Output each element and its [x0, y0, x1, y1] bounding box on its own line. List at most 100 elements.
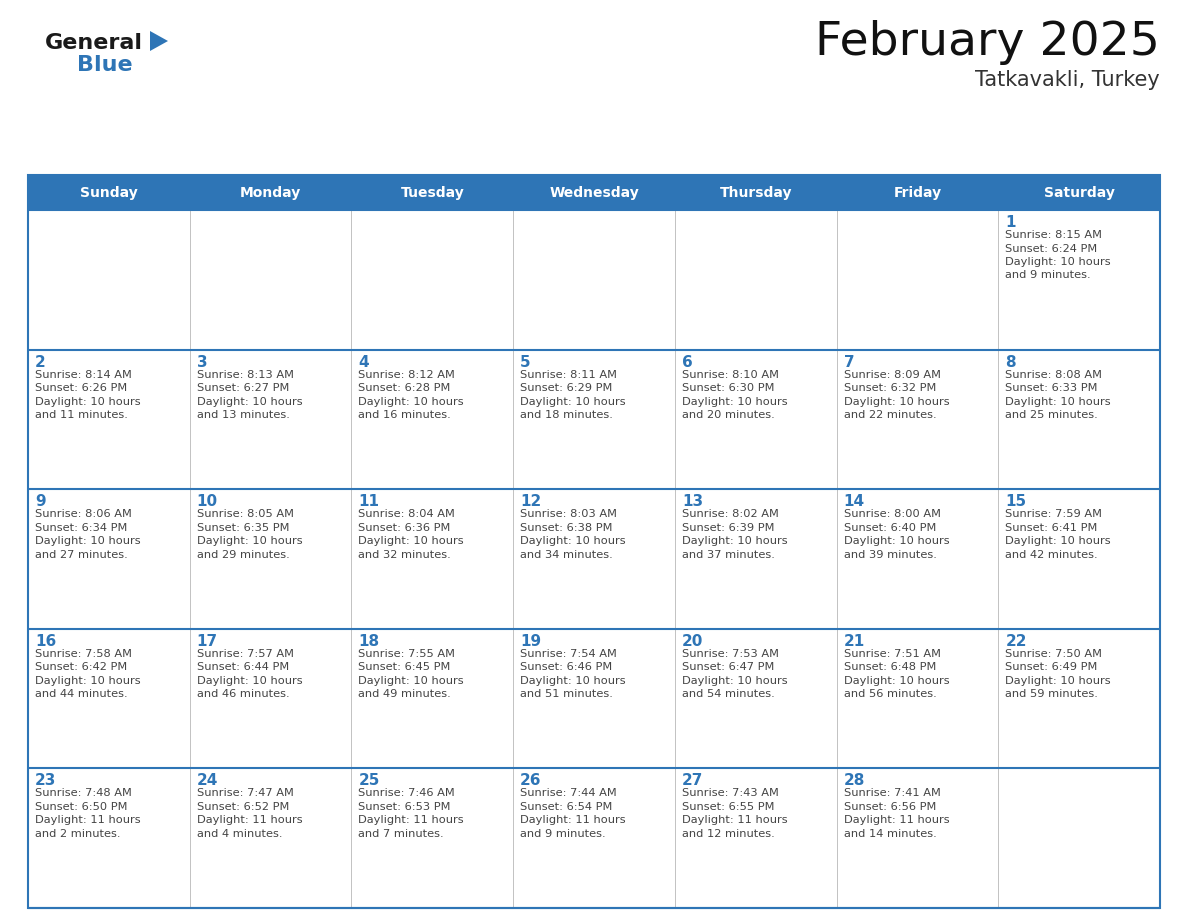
- Text: 2: 2: [34, 354, 46, 370]
- Text: and 9 minutes.: and 9 minutes.: [1005, 271, 1091, 281]
- Text: Daylight: 10 hours: Daylight: 10 hours: [1005, 257, 1111, 267]
- Text: Sunrise: 7:58 AM: Sunrise: 7:58 AM: [34, 649, 132, 659]
- Text: and 51 minutes.: and 51 minutes.: [520, 689, 613, 700]
- Bar: [513, 629, 675, 768]
- Text: 3: 3: [197, 354, 208, 370]
- Text: Sunrise: 7:50 AM: Sunrise: 7:50 AM: [1005, 649, 1102, 659]
- Bar: [675, 489, 836, 629]
- Text: Daylight: 10 hours: Daylight: 10 hours: [1005, 536, 1111, 546]
- Text: Tuesday: Tuesday: [400, 185, 465, 199]
- Text: Sunrise: 8:13 AM: Sunrise: 8:13 AM: [197, 370, 293, 380]
- Text: Daylight: 10 hours: Daylight: 10 hours: [843, 397, 949, 407]
- Text: Sunrise: 8:12 AM: Sunrise: 8:12 AM: [359, 370, 455, 380]
- Text: Daylight: 10 hours: Daylight: 10 hours: [682, 676, 788, 686]
- Text: Sunrise: 7:59 AM: Sunrise: 7:59 AM: [1005, 509, 1102, 520]
- Text: Daylight: 10 hours: Daylight: 10 hours: [359, 536, 465, 546]
- Text: 8: 8: [1005, 354, 1016, 370]
- Bar: [675, 768, 836, 908]
- Text: Daylight: 10 hours: Daylight: 10 hours: [197, 676, 302, 686]
- Bar: [836, 629, 998, 768]
- Bar: [836, 768, 998, 908]
- Bar: [352, 210, 513, 350]
- Text: 5: 5: [520, 354, 531, 370]
- Text: Sunrise: 8:10 AM: Sunrise: 8:10 AM: [682, 370, 779, 380]
- Text: Daylight: 11 hours: Daylight: 11 hours: [520, 815, 626, 825]
- Text: 28: 28: [843, 773, 865, 789]
- Text: Sunset: 6:44 PM: Sunset: 6:44 PM: [197, 662, 289, 672]
- Bar: [352, 629, 513, 768]
- Text: Tatkavakli, Turkey: Tatkavakli, Turkey: [975, 70, 1159, 90]
- Text: 4: 4: [359, 354, 369, 370]
- Text: and 27 minutes.: and 27 minutes.: [34, 550, 128, 560]
- Text: Daylight: 10 hours: Daylight: 10 hours: [359, 676, 465, 686]
- Text: Sunrise: 7:43 AM: Sunrise: 7:43 AM: [682, 789, 778, 799]
- Text: 21: 21: [843, 633, 865, 649]
- Text: Daylight: 10 hours: Daylight: 10 hours: [520, 397, 626, 407]
- Text: Sunset: 6:30 PM: Sunset: 6:30 PM: [682, 383, 775, 393]
- Text: Sunset: 6:41 PM: Sunset: 6:41 PM: [1005, 522, 1098, 532]
- Text: 7: 7: [843, 354, 854, 370]
- Text: Sunrise: 8:06 AM: Sunrise: 8:06 AM: [34, 509, 132, 520]
- Text: Sunrise: 8:02 AM: Sunrise: 8:02 AM: [682, 509, 778, 520]
- Text: and 34 minutes.: and 34 minutes.: [520, 550, 613, 560]
- Text: Sunset: 6:49 PM: Sunset: 6:49 PM: [1005, 662, 1098, 672]
- Text: Sunset: 6:24 PM: Sunset: 6:24 PM: [1005, 243, 1098, 253]
- Text: Daylight: 11 hours: Daylight: 11 hours: [197, 815, 302, 825]
- Text: and 4 minutes.: and 4 minutes.: [197, 829, 283, 839]
- Text: Sunrise: 7:51 AM: Sunrise: 7:51 AM: [843, 649, 941, 659]
- Text: 15: 15: [1005, 494, 1026, 509]
- Text: and 20 minutes.: and 20 minutes.: [682, 410, 775, 420]
- Text: 1: 1: [1005, 215, 1016, 230]
- Text: Daylight: 10 hours: Daylight: 10 hours: [520, 536, 626, 546]
- Text: Sunset: 6:38 PM: Sunset: 6:38 PM: [520, 522, 613, 532]
- Text: General: General: [45, 33, 143, 53]
- Text: Sunset: 6:56 PM: Sunset: 6:56 PM: [843, 802, 936, 812]
- Bar: [29, 175, 1159, 908]
- Text: Sunset: 6:52 PM: Sunset: 6:52 PM: [197, 802, 289, 812]
- Text: Daylight: 10 hours: Daylight: 10 hours: [1005, 676, 1111, 686]
- Text: 13: 13: [682, 494, 703, 509]
- Bar: [836, 210, 998, 350]
- Bar: [675, 210, 836, 350]
- Text: Daylight: 10 hours: Daylight: 10 hours: [197, 397, 302, 407]
- Text: Sunrise: 8:05 AM: Sunrise: 8:05 AM: [197, 509, 293, 520]
- Text: and 29 minutes.: and 29 minutes.: [197, 550, 290, 560]
- Text: Sunrise: 7:53 AM: Sunrise: 7:53 AM: [682, 649, 779, 659]
- Text: Thursday: Thursday: [720, 185, 792, 199]
- Text: 23: 23: [34, 773, 56, 789]
- Text: and 2 minutes.: and 2 minutes.: [34, 829, 120, 839]
- Text: and 49 minutes.: and 49 minutes.: [359, 689, 451, 700]
- Text: 14: 14: [843, 494, 865, 509]
- Text: Sunset: 6:45 PM: Sunset: 6:45 PM: [359, 662, 450, 672]
- Text: and 54 minutes.: and 54 minutes.: [682, 689, 775, 700]
- Text: and 16 minutes.: and 16 minutes.: [359, 410, 451, 420]
- Text: Daylight: 10 hours: Daylight: 10 hours: [520, 676, 626, 686]
- Bar: [352, 768, 513, 908]
- Bar: [29, 629, 190, 768]
- Text: and 42 minutes.: and 42 minutes.: [1005, 550, 1098, 560]
- Text: Sunrise: 8:03 AM: Sunrise: 8:03 AM: [520, 509, 617, 520]
- Text: Saturday: Saturday: [1044, 185, 1114, 199]
- Text: and 39 minutes.: and 39 minutes.: [843, 550, 936, 560]
- Text: Sunrise: 7:57 AM: Sunrise: 7:57 AM: [197, 649, 293, 659]
- Text: Daylight: 10 hours: Daylight: 10 hours: [359, 397, 465, 407]
- Text: Sunrise: 7:55 AM: Sunrise: 7:55 AM: [359, 649, 455, 659]
- Text: 27: 27: [682, 773, 703, 789]
- Text: and 9 minutes.: and 9 minutes.: [520, 829, 606, 839]
- Text: and 12 minutes.: and 12 minutes.: [682, 829, 775, 839]
- Text: Daylight: 11 hours: Daylight: 11 hours: [34, 815, 140, 825]
- Text: Daylight: 10 hours: Daylight: 10 hours: [843, 536, 949, 546]
- Text: Sunset: 6:50 PM: Sunset: 6:50 PM: [34, 802, 127, 812]
- Text: Sunrise: 7:48 AM: Sunrise: 7:48 AM: [34, 789, 132, 799]
- Text: and 37 minutes.: and 37 minutes.: [682, 550, 775, 560]
- Bar: [998, 489, 1159, 629]
- Text: Sunset: 6:39 PM: Sunset: 6:39 PM: [682, 522, 775, 532]
- Bar: [675, 629, 836, 768]
- Bar: [352, 489, 513, 629]
- Text: 12: 12: [520, 494, 542, 509]
- Text: 22: 22: [1005, 633, 1026, 649]
- Text: Sunrise: 7:54 AM: Sunrise: 7:54 AM: [520, 649, 617, 659]
- Text: Sunset: 6:29 PM: Sunset: 6:29 PM: [520, 383, 613, 393]
- Text: Sunrise: 7:47 AM: Sunrise: 7:47 AM: [197, 789, 293, 799]
- Text: Blue: Blue: [77, 55, 133, 75]
